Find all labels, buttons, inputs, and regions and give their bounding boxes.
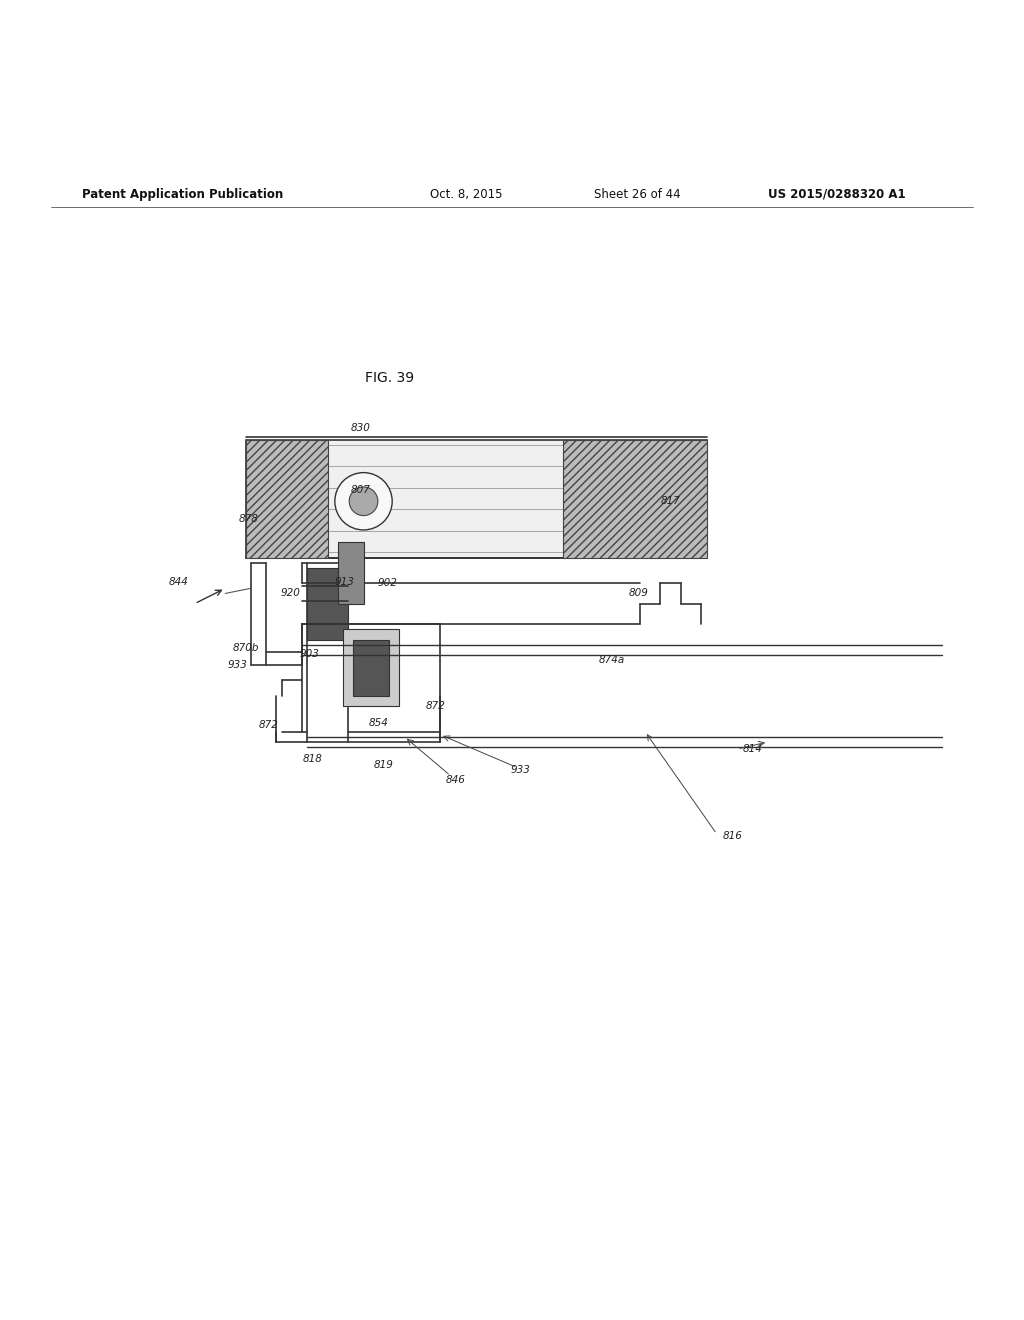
Circle shape xyxy=(349,487,378,516)
Text: 830: 830 xyxy=(350,422,371,433)
Text: US 2015/0288320 A1: US 2015/0288320 A1 xyxy=(768,187,905,201)
Text: 933: 933 xyxy=(510,764,530,775)
Text: 874a: 874a xyxy=(598,655,625,665)
Text: 807: 807 xyxy=(350,484,371,495)
Text: FIG. 39: FIG. 39 xyxy=(365,371,414,385)
Text: 854: 854 xyxy=(369,718,389,729)
Text: 814: 814 xyxy=(742,744,763,754)
Bar xyxy=(338,543,364,603)
Bar xyxy=(353,639,389,696)
Text: 902: 902 xyxy=(377,578,397,589)
Bar xyxy=(307,568,348,639)
Text: Sheet 26 of 44: Sheet 26 of 44 xyxy=(594,187,681,201)
Bar xyxy=(563,440,707,557)
Text: Oct. 8, 2015: Oct. 8, 2015 xyxy=(430,187,503,201)
Bar xyxy=(343,630,399,706)
Text: 870b: 870b xyxy=(232,643,259,652)
Bar xyxy=(246,440,707,557)
Text: 846: 846 xyxy=(445,775,466,785)
Text: 920: 920 xyxy=(281,589,301,598)
Text: 819: 819 xyxy=(374,760,394,771)
Text: 817: 817 xyxy=(660,496,681,507)
Text: 913: 913 xyxy=(334,577,354,587)
Text: 816: 816 xyxy=(722,832,742,841)
Text: 818: 818 xyxy=(302,754,323,764)
Text: 809: 809 xyxy=(629,589,649,598)
Text: 844: 844 xyxy=(168,577,188,587)
Text: 878: 878 xyxy=(239,513,259,524)
Text: 933: 933 xyxy=(227,660,248,671)
Text: 903: 903 xyxy=(299,649,319,659)
Text: 872: 872 xyxy=(425,701,445,711)
Bar xyxy=(246,440,328,557)
Text: 872: 872 xyxy=(258,719,279,730)
Circle shape xyxy=(335,473,392,529)
Text: Patent Application Publication: Patent Application Publication xyxy=(82,187,284,201)
